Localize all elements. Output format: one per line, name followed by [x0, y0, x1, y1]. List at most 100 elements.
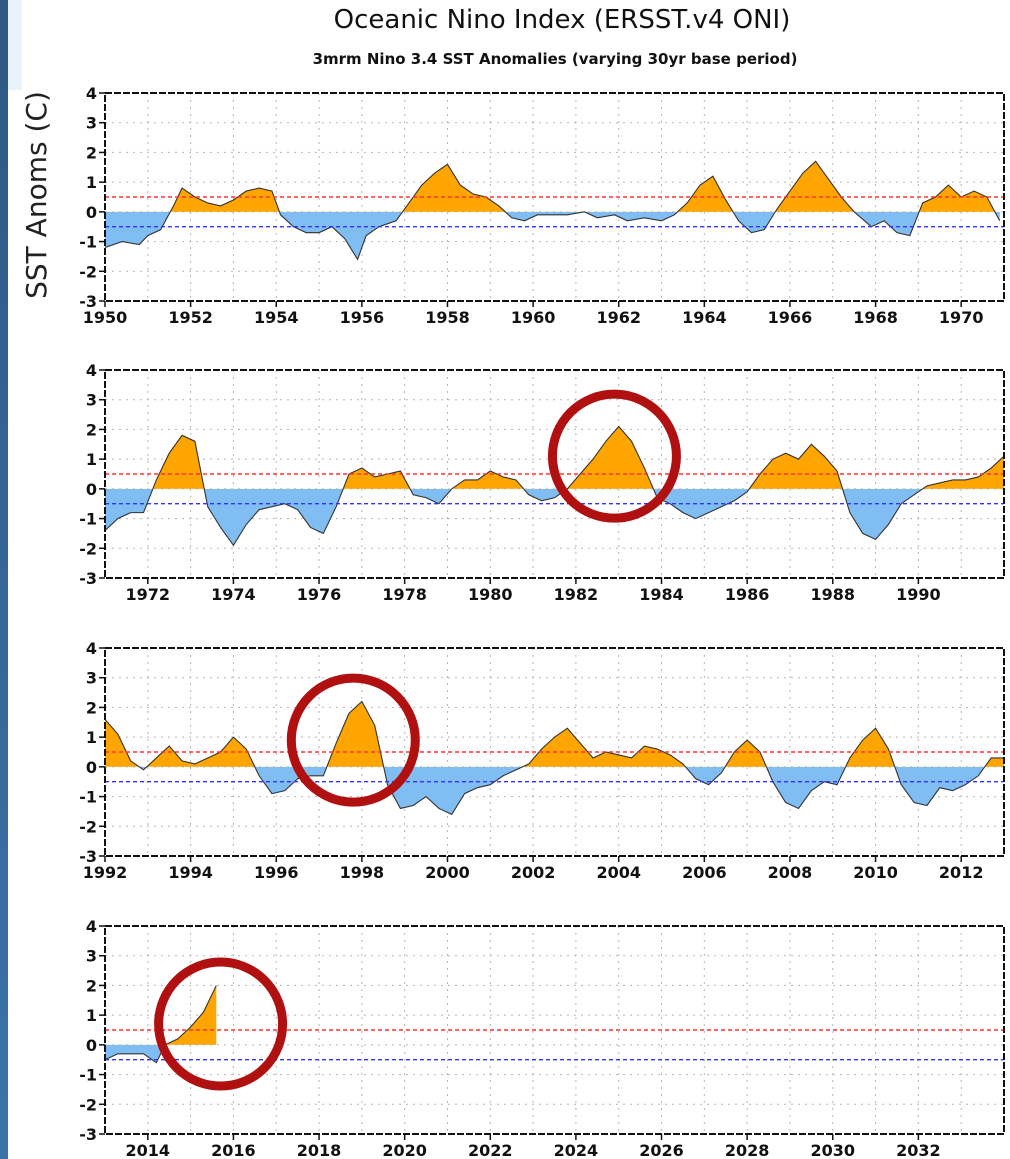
y-tick-label: 1 — [86, 173, 97, 192]
negative-anomaly-area — [105, 211, 1000, 260]
y-tick-label: 4 — [86, 84, 97, 103]
x-tick-label: 2000 — [425, 863, 470, 882]
x-tick-label: 1952 — [168, 308, 213, 327]
x-tick-label: 2008 — [768, 863, 813, 882]
negative-anomaly-area — [105, 488, 923, 546]
y-tick-label: 0 — [86, 203, 97, 222]
x-tick-label: 1986 — [725, 585, 770, 604]
y-tick-label: 1 — [86, 450, 97, 469]
x-tick-label: 2028 — [725, 1141, 770, 1159]
oni-series-line — [105, 985, 217, 1064]
y-tick-label: 2 — [86, 143, 97, 162]
x-tick-label: 2016 — [211, 1141, 256, 1159]
x-tick-label: 1988 — [810, 585, 855, 604]
panel-frame — [104, 925, 1005, 1135]
chart-subtitle: 3mrm Nino 3.4 SST Anomalies (varying 30y… — [313, 50, 798, 68]
x-tick-label: 1976 — [297, 585, 342, 604]
x-tick-label: 2010 — [853, 863, 898, 882]
y-tick-label: -3 — [79, 292, 97, 311]
y-tick-label: 0 — [86, 758, 97, 777]
y-tick-label: -1 — [79, 1066, 97, 1085]
panel-4: 4 3 2 1 0 -1 -2 -3 2014 2016 2018 2020 2022 2024 2026 2… — [79, 917, 1005, 1159]
highlight-circle — [547, 389, 681, 523]
x-tick-label: 1996 — [254, 863, 299, 882]
x-tick-label: 2002 — [511, 863, 556, 882]
x-tick-label: 2006 — [682, 863, 727, 882]
y-tick-label: -2 — [79, 539, 97, 558]
x-tick-label: 2026 — [639, 1141, 684, 1159]
x-tick-label: 2032 — [896, 1141, 941, 1159]
x-tick-label: 1970 — [939, 308, 984, 327]
y-tick-label: -2 — [79, 817, 97, 836]
x-tick-label: 1960 — [511, 308, 556, 327]
y-axis-label: SST Anoms (C) — [20, 91, 53, 299]
x-tick-label: 1984 — [639, 585, 684, 604]
x-tick-label: 2018 — [297, 1141, 342, 1159]
chart-title: Oceanic Nino Index (ERSST.v4 ONI) — [334, 5, 791, 35]
y-tick-label: -1 — [79, 510, 97, 529]
x-tick-label: 1980 — [468, 585, 513, 604]
x-tick-label: 1982 — [554, 585, 599, 604]
y-tick-label: 3 — [86, 669, 97, 688]
y-tick-label: 3 — [86, 391, 97, 410]
y-tick-label: 2 — [86, 976, 97, 995]
y-tick-label: 4 — [86, 917, 97, 936]
x-tick-label: 1962 — [596, 308, 641, 327]
left-edge-strip — [0, 0, 8, 1159]
oni-series-line — [105, 425, 1004, 547]
y-tick-label: 0 — [86, 480, 97, 499]
x-tick-label: 2022 — [468, 1141, 513, 1159]
highlight-circle — [154, 957, 288, 1091]
x-tick-label: 1954 — [254, 308, 299, 327]
x-tick-label: 1964 — [682, 308, 727, 327]
x-tick-label: 1972 — [126, 585, 171, 604]
y-tick-label: 2 — [86, 698, 97, 717]
x-tick-label: 1992 — [83, 863, 128, 882]
y-tick-label: -1 — [79, 233, 97, 252]
positive-anomaly-area — [105, 426, 1004, 489]
x-tick-label: 1998 — [340, 863, 385, 882]
highlight-circle — [286, 673, 420, 807]
panel-2: 4 3 2 1 0 -1 -2 -3 1972 1974 1976 1978 1980 1982 1984 1… — [79, 361, 1005, 604]
y-tick-label: -1 — [79, 788, 97, 807]
y-tick-label: 1 — [86, 728, 97, 747]
y-tick-label: 3 — [86, 947, 97, 966]
y-tick-label: 0 — [86, 1036, 97, 1055]
x-tick-label: 2024 — [554, 1141, 599, 1159]
y-tick-label: 2 — [86, 420, 97, 439]
left-edge-highlight — [8, 0, 22, 90]
panel-frame — [104, 647, 1005, 857]
x-tick-label: 1994 — [168, 863, 213, 882]
oni-series-line — [105, 160, 1001, 261]
panel-frame — [104, 92, 1005, 302]
x-tick-label: 2014 — [126, 1141, 171, 1159]
x-tick-label: 2020 — [382, 1141, 427, 1159]
x-tick-label: 1956 — [340, 308, 385, 327]
x-tick-label: 1966 — [768, 308, 813, 327]
positive-anomaly-area — [105, 161, 1000, 212]
x-tick-label: 1968 — [853, 308, 898, 327]
panel-frame — [104, 369, 1005, 579]
y-tick-label: 1 — [86, 1006, 97, 1025]
y-tick-label: 4 — [86, 361, 97, 380]
y-tick-label: -2 — [79, 1095, 97, 1114]
x-tick-label: 1958 — [425, 308, 470, 327]
y-tick-label: -2 — [79, 262, 97, 281]
y-tick-label: 3 — [86, 114, 97, 133]
x-tick-label: 1974 — [211, 585, 256, 604]
x-tick-label: 1978 — [382, 585, 427, 604]
positive-anomaly-area — [105, 701, 1004, 767]
negative-anomaly-area — [139, 766, 985, 815]
x-tick-label: 2004 — [596, 863, 641, 882]
x-tick-label: 2030 — [810, 1141, 855, 1159]
y-tick-label: -3 — [79, 1125, 97, 1144]
x-tick-label: 2012 — [939, 863, 984, 882]
y-tick-label: -3 — [79, 847, 97, 866]
x-tick-label: 1990 — [896, 585, 941, 604]
y-tick-label: -3 — [79, 569, 97, 588]
negative-anomaly-area — [105, 1044, 217, 1063]
